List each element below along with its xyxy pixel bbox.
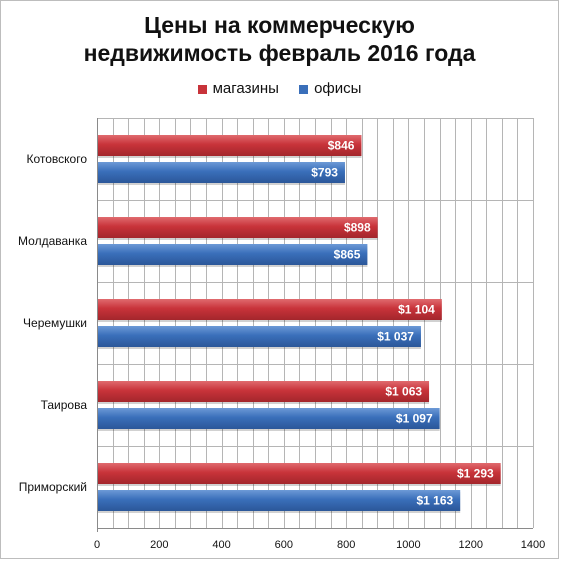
grid-layer — [97, 118, 534, 532]
bar-offices — [98, 408, 440, 429]
bar-layer — [98, 135, 501, 513]
x-tick-label: 600 — [275, 539, 293, 551]
x-tick-label: 800 — [337, 539, 355, 551]
x-tick-label: 400 — [212, 539, 230, 551]
category-label: Котовского — [26, 152, 87, 166]
legend-item-shops: магазины — [197, 80, 279, 98]
x-tick-label: 200 — [150, 539, 168, 551]
chart-legend: магазины офисы — [1, 80, 558, 99]
bar-offices — [98, 490, 461, 511]
x-tick-label: 0 — [94, 539, 100, 551]
bar-offices — [98, 162, 345, 183]
data-label: $1 104 — [398, 303, 435, 317]
data-label: $1 293 — [457, 467, 494, 481]
data-label: $1 163 — [416, 494, 453, 508]
bar-shops — [98, 381, 430, 402]
bar-shops — [98, 135, 362, 156]
bar-shops — [98, 463, 501, 484]
category-label: Молдаванка — [18, 234, 87, 248]
data-label: $1 037 — [377, 330, 414, 344]
x-tick-label: 1200 — [458, 539, 482, 551]
category-label: Приморский — [19, 480, 87, 494]
data-label: $865 — [334, 248, 361, 262]
legend-label-offices: офисы — [314, 80, 362, 97]
chart-title: Цены на коммерческую недвижимость феврал… — [1, 11, 558, 67]
data-label: $898 — [344, 221, 371, 235]
data-label: $793 — [311, 166, 338, 180]
legend-swatch-shops — [197, 84, 207, 94]
bar-offices — [98, 244, 368, 265]
chart-title-line-2: недвижимость февраль 2016 года — [83, 40, 476, 66]
label-layer: 0 200 400 600 800 1000 1200 1400 Котовского $846 $… — [18, 139, 545, 552]
bar-shops — [98, 299, 442, 320]
x-tick-label: 1000 — [396, 539, 420, 551]
bar-shops — [98, 217, 378, 238]
legend-item-offices: офисы — [299, 80, 361, 98]
x-tick-label: 1400 — [521, 539, 545, 551]
legend-label-shops: магазины — [212, 80, 279, 97]
bar-offices — [98, 326, 421, 347]
legend-swatch-offices — [299, 84, 309, 94]
category-label: Черемушки — [23, 316, 87, 330]
data-label: $846 — [328, 139, 355, 153]
data-label: $1 063 — [385, 385, 422, 399]
category-label: Таирова — [41, 398, 88, 412]
data-label: $1 097 — [396, 412, 433, 426]
chart-title-line-1: Цены на коммерческую — [144, 12, 415, 38]
